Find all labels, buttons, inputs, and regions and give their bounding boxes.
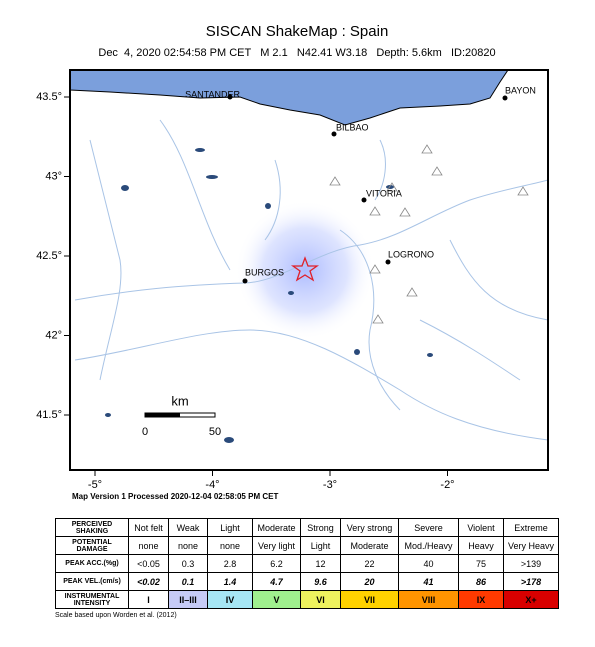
row-label: POTENTIAL DAMAGE <box>55 536 129 555</box>
lat-tick-label: 43° <box>45 170 62 182</box>
table-cell: 40 <box>398 554 459 573</box>
table-cell: Violent <box>458 518 504 537</box>
city-marker <box>227 94 233 100</box>
table-cell: 1.4 <box>207 572 253 591</box>
table-cell: 41 <box>398 572 459 591</box>
stations <box>329 144 529 324</box>
table-cell: >139 <box>503 554 559 573</box>
table-row: PEAK VEL.(cm/s) <0.02 0.1 1.4 4.7 9.6 20 41 86 >1… <box>55 572 559 591</box>
table-row: INSTRUMENTAL INTENSITY I II–III IV V VI VII VII… <box>55 590 559 609</box>
row-label: PEAK ACC.(%g) <box>55 554 129 573</box>
table-cell: 0.3 <box>168 554 208 573</box>
table-cell: 2.8 <box>207 554 253 573</box>
map-figure: SISCAN ShakeMap : Spain Dec 4, 2020 02:5… <box>36 23 549 501</box>
table-row: PEAK ACC.(%g) <0.05 0.3 2.8 6.2 12 22 40 75 >139 <box>55 554 559 573</box>
city-label: BURGOS <box>245 267 284 277</box>
table-cell: IX <box>458 590 504 609</box>
table-cell: Severe <box>398 518 459 537</box>
city-label: BILBAO <box>336 122 369 132</box>
lon-tick-label: -5° <box>88 479 102 491</box>
scale-label: 50 <box>209 426 221 438</box>
table-cell: Light <box>300 536 341 555</box>
city-label: BAYON <box>505 85 536 95</box>
table-cell: 12 <box>300 554 341 573</box>
lat-tick-label: 42.5° <box>36 250 62 262</box>
table-cell: V <box>252 590 301 609</box>
city-marker <box>331 131 337 137</box>
city-marker <box>242 278 248 284</box>
table-cell: X+ <box>503 590 559 609</box>
table-cell: Extreme <box>503 518 559 537</box>
table-cell: Moderate <box>340 536 399 555</box>
lat-tick-label: 43.5° <box>36 91 62 103</box>
city-label: VITORIA <box>366 188 402 198</box>
table-cell: 20 <box>340 572 399 591</box>
table-row: PERCEIVED SHAKING Not felt Weak Light Modera… <box>55 518 559 537</box>
shaking-area <box>235 200 375 340</box>
table-cell: Moderate <box>252 518 301 537</box>
table-cell: Very light <box>252 536 301 555</box>
lon-tick-label: -4° <box>205 479 219 491</box>
rivers <box>74 119 548 441</box>
lon-tick-label: -2° <box>440 479 454 491</box>
table-cell: 75 <box>458 554 504 573</box>
epicenter <box>290 256 320 282</box>
table-cell: Light <box>207 518 253 537</box>
lat-tick-label: 41.5° <box>36 409 62 421</box>
city-marker <box>385 259 391 265</box>
table-cell: VII <box>340 590 399 609</box>
table-cell: 4.7 <box>252 572 301 591</box>
map-frame <box>69 69 549 471</box>
table-cell: none <box>168 536 208 555</box>
sea <box>70 70 509 126</box>
table-cell: Heavy <box>458 536 504 555</box>
table-cell: VIII <box>398 590 459 609</box>
table-cell: none <box>128 536 169 555</box>
subtitle: Dec 4, 2020 02:54:58 PM CET M 2.1 N42.41… <box>98 47 495 59</box>
table-cell: Weak <box>168 518 208 537</box>
table-cell: Very Heavy <box>503 536 559 555</box>
table-cell: <0.02 <box>128 572 169 591</box>
table-cell: 6.2 <box>252 554 301 573</box>
table-cell: II–III <box>168 590 208 609</box>
city-marker <box>502 95 508 101</box>
scale-bar-fill <box>145 413 180 417</box>
table-cell: IV <box>207 590 253 609</box>
table-cell: 22 <box>340 554 399 573</box>
table-cell: none <box>207 536 253 555</box>
title: SISCAN ShakeMap : Spain <box>206 23 389 40</box>
city-marker <box>361 197 367 203</box>
row-label: INSTRUMENTAL INTENSITY <box>55 590 129 609</box>
table-cell: I <box>128 590 169 609</box>
city-label: SANTANDER <box>185 89 240 99</box>
scale-bar: km 0 50 <box>142 393 221 437</box>
lat-tick-label: 42° <box>45 329 62 341</box>
table-cell: <0.05 <box>128 554 169 573</box>
table-cell: VI <box>300 590 341 609</box>
scale-unit: km <box>171 393 188 408</box>
table-cell: Very strong <box>340 518 399 537</box>
scale-label: 0 <box>142 426 148 438</box>
footer-note: Scale based upon Worden et al. (2012) <box>55 612 177 619</box>
lakes <box>105 148 433 443</box>
table-cell: Strong <box>300 518 341 537</box>
city-label: LOGRONO <box>388 249 434 259</box>
table-row: POTENTIAL DAMAGE none none none Very light Li… <box>55 536 559 555</box>
row-label: PEAK VEL.(cm/s) <box>55 572 129 591</box>
table-cell: Mod./Heavy <box>398 536 459 555</box>
table-cell: Not felt <box>128 518 169 537</box>
processed-note: Map Version 1 Processed 2020-12-04 02:58… <box>72 492 278 501</box>
lon-tick-label: -3° <box>323 479 337 491</box>
table-cell: >178 <box>503 572 559 591</box>
map-area <box>70 70 548 470</box>
table-cell: 86 <box>458 572 504 591</box>
table-cell: 0.1 <box>168 572 208 591</box>
intensity-table: PERCEIVED SHAKING Not felt Weak Light Modera… <box>55 518 559 609</box>
table-cell: 9.6 <box>300 572 341 591</box>
row-label: PERCEIVED SHAKING <box>55 518 129 537</box>
